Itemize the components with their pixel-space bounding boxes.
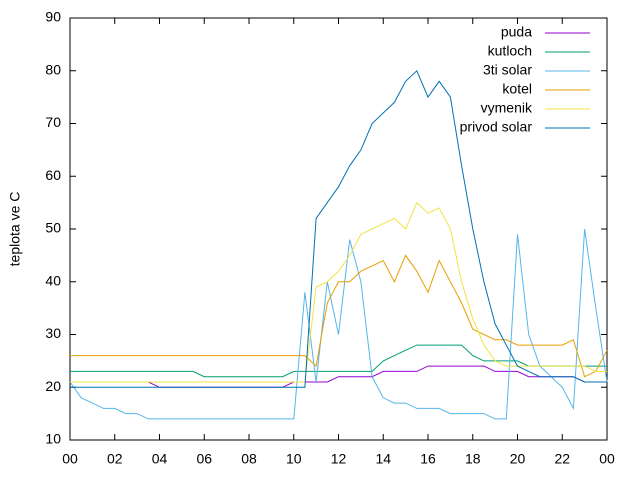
y-tick-label: 50: [45, 220, 61, 236]
x-tick-label: 00: [62, 451, 78, 467]
y-tick-label: 80: [45, 61, 61, 77]
legend-label: 3ti solar: [483, 62, 532, 78]
x-tick-label: 14: [375, 451, 391, 467]
x-tick-label: 00: [599, 451, 615, 467]
x-tick-label: 08: [241, 451, 257, 467]
series-line: [70, 344, 607, 378]
y-tick-label: 10: [45, 431, 61, 447]
x-tick-label: 02: [107, 451, 123, 467]
plot-border: [69, 17, 608, 441]
series-line: [70, 69, 607, 388]
y-tick-label: 30: [45, 325, 61, 341]
y-tick-label: 60: [45, 167, 61, 183]
series-line: [70, 254, 608, 378]
x-tick-label: 06: [196, 451, 212, 467]
y-tick-label: 40: [45, 272, 61, 288]
x-tick-label: 12: [331, 451, 347, 467]
legend-label: vymenik: [481, 100, 533, 116]
x-tick-label: 20: [510, 451, 526, 467]
legend-label: privod solar: [460, 119, 533, 135]
x-tick-label: 10: [286, 451, 302, 467]
y-tick-label: 70: [45, 114, 61, 130]
y-axis-label: teplota ve C: [7, 192, 23, 267]
legend-label: puda: [501, 24, 532, 40]
series-line: [69, 228, 608, 420]
x-tick-label: 18: [465, 451, 481, 467]
y-tick-label: 90: [45, 9, 61, 25]
legend-label: kutloch: [488, 43, 532, 59]
x-tick-label: 16: [420, 451, 436, 467]
y-tick-label: 20: [45, 378, 61, 394]
x-tick-label: 22: [554, 451, 570, 467]
x-tick-label: 04: [152, 451, 168, 467]
legend-label: kotel: [502, 81, 532, 97]
